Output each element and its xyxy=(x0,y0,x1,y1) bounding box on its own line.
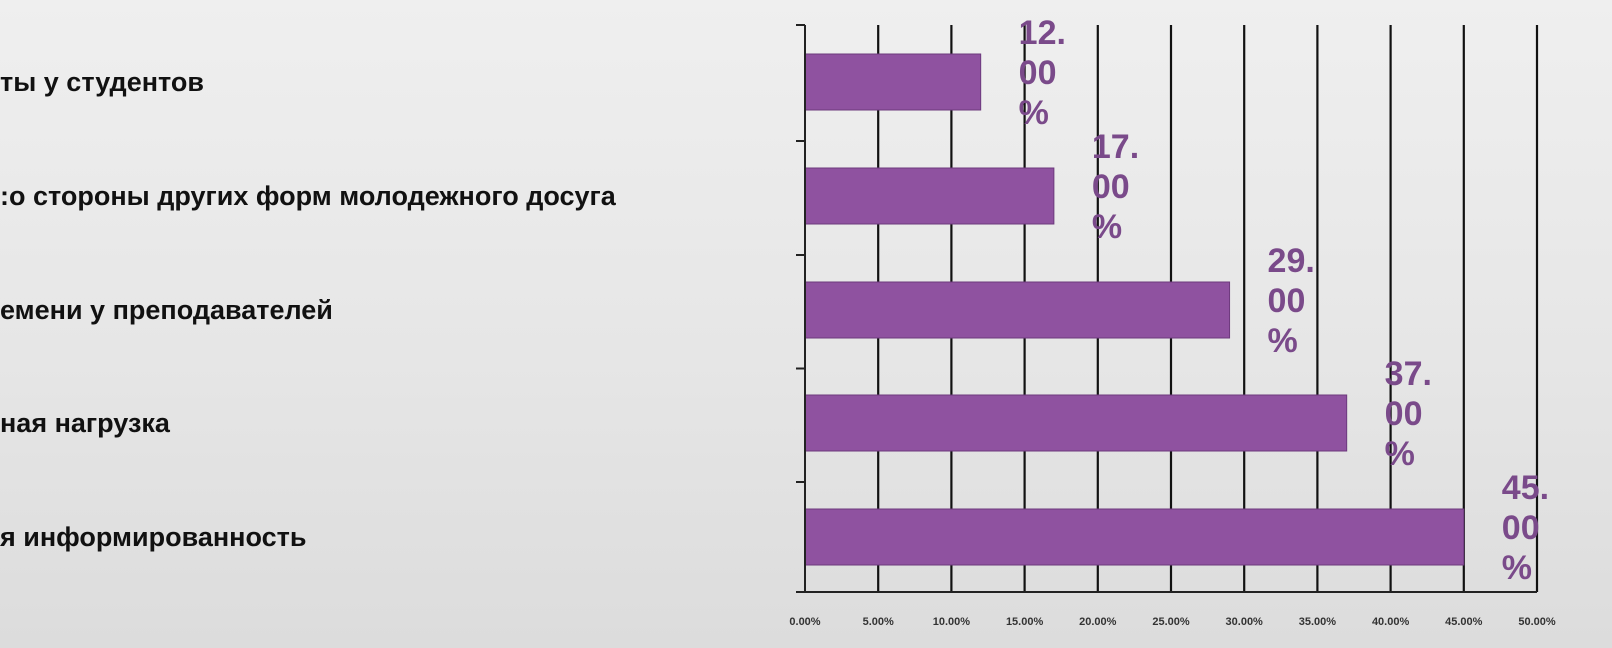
x-tick-label: 45.00% xyxy=(1445,616,1483,628)
x-tick-label: 35.00% xyxy=(1299,616,1337,628)
data-label-line: % xyxy=(1385,435,1415,473)
data-label-line: 00 xyxy=(1268,282,1306,320)
data-label-line: 37. xyxy=(1385,355,1432,393)
data-label: 12. 00% xyxy=(1019,14,1066,132)
x-tick-label: 30.00% xyxy=(1226,616,1264,628)
category-label: ты у студентов xyxy=(0,67,204,97)
data-label-line: % xyxy=(1092,208,1122,246)
data-label-line: 00 xyxy=(1019,54,1057,92)
data-label-line: % xyxy=(1502,549,1532,587)
data-label-line: 45. xyxy=(1502,469,1549,507)
x-tick-label: 15.00% xyxy=(1006,616,1044,628)
data-label: 45. 00% xyxy=(1502,469,1549,587)
x-tick-label: 40.00% xyxy=(1372,616,1410,628)
x-tick-label: 20.00% xyxy=(1079,616,1117,628)
data-label: 37. 00% xyxy=(1385,355,1432,473)
category-label: ная нагрузка xyxy=(0,408,171,438)
data-label-line: % xyxy=(1268,322,1298,360)
data-label-line: 00 xyxy=(1502,509,1540,547)
x-tick-label: 10.00% xyxy=(933,616,971,628)
category-label: :о стороны других форм молодежного досуг… xyxy=(0,181,617,211)
bar xyxy=(804,53,982,111)
data-label-line: % xyxy=(1019,94,1049,132)
data-label-line: 00 xyxy=(1092,168,1130,206)
x-tick-label: 25.00% xyxy=(1152,616,1190,628)
x-tick-label: 5.00% xyxy=(863,616,894,628)
bar xyxy=(804,281,1231,339)
data-label-line: 29. xyxy=(1268,242,1315,280)
bar xyxy=(804,394,1348,452)
x-tick-label: 0.00% xyxy=(789,616,820,628)
data-label: 29. 00% xyxy=(1268,242,1315,360)
data-label-line: 00 xyxy=(1385,395,1423,433)
category-label: я информированность xyxy=(0,522,306,552)
category-label: емени у преподавателей xyxy=(0,295,333,325)
bar xyxy=(804,167,1055,225)
data-label-line: 17. xyxy=(1092,128,1139,166)
data-label-line: 12. xyxy=(1019,14,1066,52)
x-tick-label: 50.00% xyxy=(1518,616,1556,628)
data-label: 17. 00% xyxy=(1092,128,1139,246)
bar xyxy=(804,508,1465,566)
